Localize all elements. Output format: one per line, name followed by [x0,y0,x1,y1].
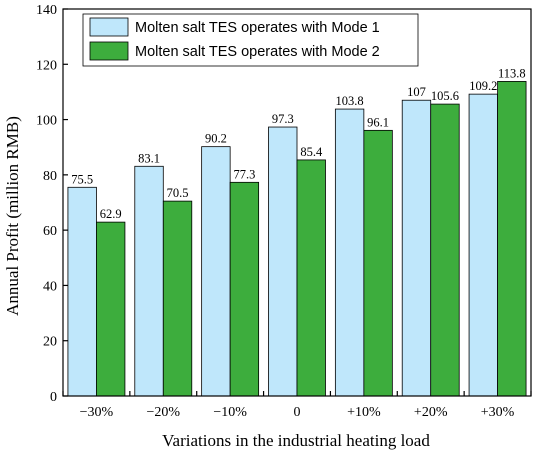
y-tick-label-6: 120 [36,58,57,73]
data-label-series1-5: 107 [407,85,426,99]
data-label-series2-4: 96.1 [367,115,389,129]
x-axis-title: Variations in the industrial heating loa… [162,431,430,450]
bar-series1-4 [334,108,365,397]
data-label-series1-6: 109.2 [469,79,497,93]
bar-series1-1 [134,165,164,397]
x-tick-label-6: +30% [481,405,515,420]
data-label-series2-5: 105.6 [431,89,459,103]
data-label-series1-1: 83.1 [138,151,160,165]
legend: Molten salt TES operates with Mode 1 Molt… [82,13,419,67]
x-tick-label-0: −30% [80,405,114,420]
bar-series1-5 [401,99,432,397]
data-label-series2-0: 62.9 [100,207,122,221]
y-tick-label-0: 0 [50,390,57,405]
legend-swatch-series2 [89,41,129,61]
y-tick-label-5: 100 [36,114,57,129]
legend-swatch-series1 [89,17,129,37]
bar-series1-3 [268,126,298,397]
axes-layer: 0 20 40 60 80 100 120 140 −30% −20% −10% 0 +10% +20% +… [36,3,532,420]
bar-series2-0 [96,221,126,397]
legend-label-series1: Molten salt TES operates with Mode 1 [135,20,380,36]
bars-layer [67,81,527,397]
x-tick-label-2: −10% [213,405,247,420]
y-tick-label-7: 140 [36,3,57,18]
y-tick-label-3: 60 [43,224,57,239]
x-tick-label-1: −20% [147,405,181,420]
bar-series2-6 [497,81,527,397]
plot-frame [62,8,532,397]
bar-series1-2 [201,146,231,397]
data-label-series1-3: 97.3 [272,112,294,126]
data-labels-layer: 75.5 83.1 90.2 97.3 103.8 107 109.2 62.9 70.5 77.… [71,66,525,221]
data-label-series1-0: 75.5 [71,172,93,186]
legend-box [82,13,419,67]
data-label-series2-3: 85.4 [300,145,323,159]
y-axis-title: Annual Profit (million RMB) [3,116,22,316]
bar-series2-2 [229,181,260,397]
data-label-series1-2: 90.2 [205,132,227,146]
y-tick-label-2: 40 [43,279,57,294]
y-tick-label-1: 20 [43,335,57,350]
bar-series2-3 [296,159,326,397]
data-label-series1-4: 103.8 [336,94,364,108]
bar-series2-5 [430,103,460,397]
legend-label-series2: Molten salt TES operates with Mode 2 [135,44,380,60]
data-label-series2-2: 77.3 [233,167,255,181]
data-label-series2-1: 70.5 [167,186,189,200]
bar-series2-1 [162,200,193,397]
x-tick-label-3: 0 [294,405,301,420]
x-tick-label-4: +10% [347,405,381,420]
y-tick-label-4: 80 [43,169,57,184]
data-label-series2-6: 113.8 [498,66,526,80]
bar-series2-4 [363,129,393,397]
bar-series1-6 [468,93,498,397]
x-tick-label-5: +20% [414,405,448,420]
bar-series1-0 [67,186,97,397]
